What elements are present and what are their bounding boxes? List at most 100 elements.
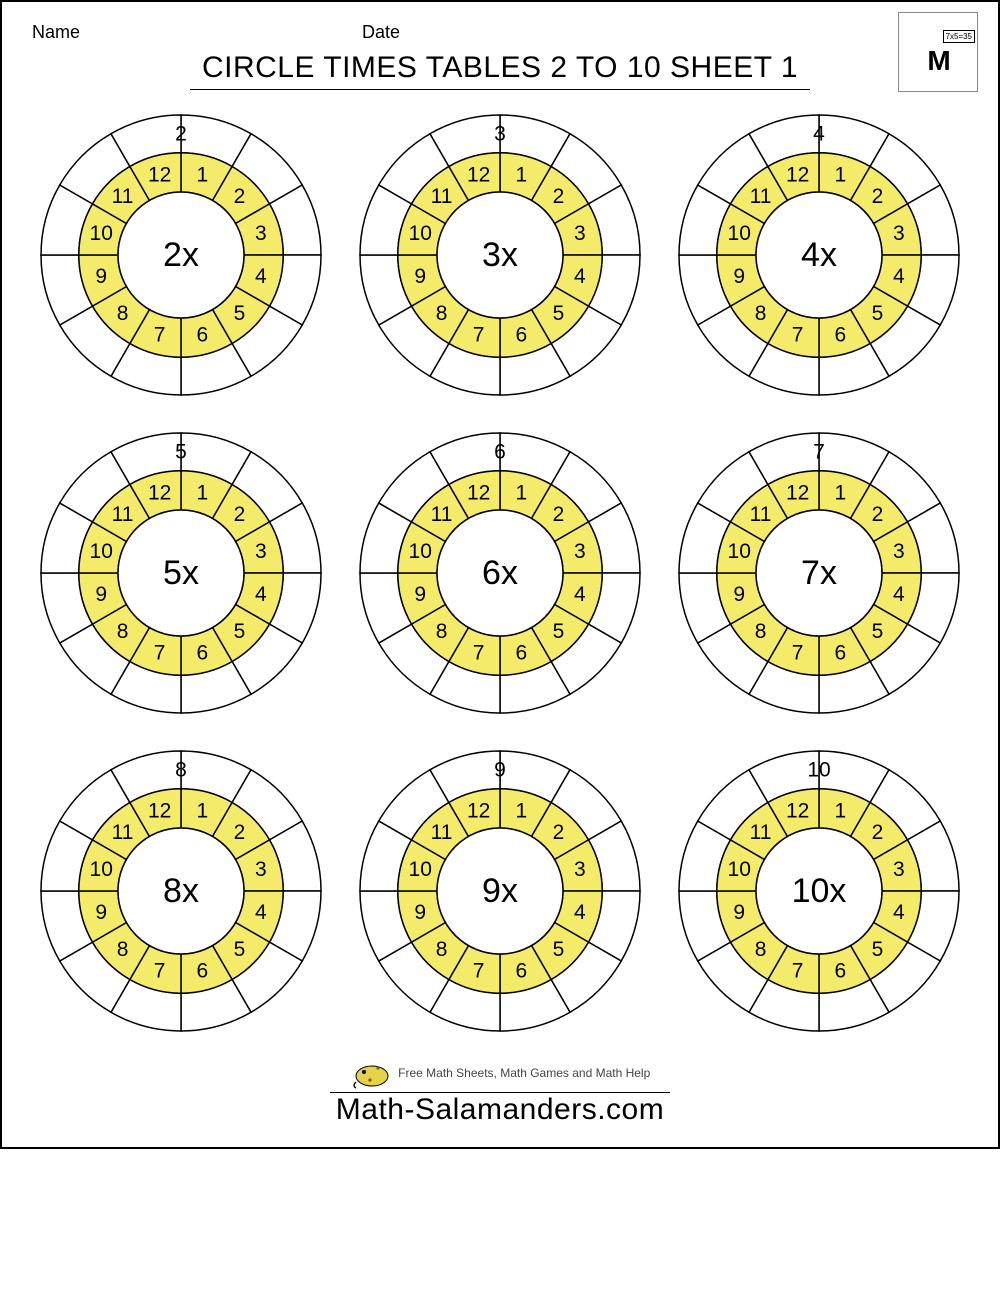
wheel-label: 7 — [154, 641, 166, 664]
wheel-label: 7 — [813, 440, 825, 463]
wheel-label: 5 — [553, 302, 565, 325]
wheel-label: 1 — [834, 482, 846, 505]
wheel-label: 12 — [467, 164, 490, 187]
name-label: Name — [32, 22, 362, 43]
wheel-label: 3 — [494, 122, 506, 145]
times-table-wheel: 12345678910111233x — [355, 110, 645, 400]
wheel-label: 10 — [409, 858, 432, 881]
wheel-label: 10 — [90, 222, 113, 245]
wheel-label: 12 — [467, 482, 490, 505]
wheel-label: 1 — [834, 800, 846, 823]
wheel-label: 11 — [112, 185, 134, 208]
wheel-center-label: 7x — [801, 554, 837, 592]
wheel-label: 1 — [834, 164, 846, 187]
wheel-label: 1 — [516, 482, 528, 505]
wheel-label: 6 — [834, 641, 846, 664]
wheel-label: 4 — [255, 583, 267, 606]
wheel-label: 6 — [197, 323, 209, 346]
wheel-label: 10 — [727, 540, 750, 563]
wheel-label: 10 — [807, 758, 830, 781]
wheel-label: 11 — [112, 821, 134, 844]
wheel-center-label: 6x — [482, 554, 518, 592]
wheel-label: 10 — [90, 858, 113, 881]
worksheet-page: Name Date 7x5=35 M CIRCLE TIMES TABLES 2… — [0, 0, 1000, 1149]
wheel-label: 6 — [834, 959, 846, 982]
wheel-grid: 12345678910111222x 12345678910111233x 12… — [32, 110, 968, 1036]
wheel-label: 12 — [786, 800, 809, 823]
wheel-center-label: 3x — [482, 236, 518, 274]
page-title: CIRCLE TIMES TABLES 2 TO 10 SHEET 1 — [190, 49, 810, 90]
wheel-label: 2 — [871, 503, 883, 526]
wheel-label: 5 — [175, 440, 187, 463]
wheel-label: 5 — [234, 620, 246, 643]
wheel-center-label: 2x — [163, 236, 199, 274]
wheel-label: 8 — [436, 938, 448, 961]
wheel-label: 3 — [893, 222, 905, 245]
wheel-label: 4 — [255, 265, 267, 288]
wheel-label: 8 — [117, 938, 129, 961]
wheel-center-label: 4x — [801, 236, 837, 274]
wheel-label: 11 — [431, 503, 453, 526]
salamander-icon — [350, 1054, 394, 1092]
wheel-label: 8 — [436, 620, 448, 643]
times-table-wheel: 12345678910111244x — [674, 110, 964, 400]
wheel-label: 7 — [791, 641, 803, 664]
wheel-label: 8 — [754, 938, 766, 961]
wheel-label: 2 — [871, 821, 883, 844]
wheel-label: 9 — [96, 265, 108, 288]
wheel-label: 6 — [494, 440, 506, 463]
wheel-label: 5 — [871, 620, 883, 643]
wheel-label: 4 — [893, 583, 905, 606]
wheel-label: 7 — [473, 641, 485, 664]
wheel-label: 3 — [574, 222, 586, 245]
wheel-label: 7 — [154, 959, 166, 982]
wheel-label: 4 — [813, 122, 825, 145]
wheel-label: 5 — [553, 938, 565, 961]
wheel-label: 9 — [96, 901, 108, 924]
wheel-label: 11 — [749, 185, 771, 208]
wheel-label: 12 — [148, 482, 171, 505]
wheel-label: 6 — [197, 641, 209, 664]
wheel-label: 3 — [574, 540, 586, 563]
times-table-wheel: 12345678910111277x — [674, 428, 964, 718]
wheel-label: 12 — [148, 800, 171, 823]
wheel-label: 6 — [197, 959, 209, 982]
wheel-label: 12 — [786, 482, 809, 505]
wheel-label: 1 — [197, 482, 209, 505]
wheel-label: 5 — [871, 938, 883, 961]
times-table-wheel: 12345678910111266x — [355, 428, 645, 718]
wheel-label: 4 — [574, 901, 586, 924]
wheel-label: 11 — [749, 821, 771, 844]
footer-brand: Math-Salamanders.com — [330, 1092, 670, 1127]
wheel-label: 4 — [574, 583, 586, 606]
wheel-label: 8 — [117, 302, 129, 325]
wheel-label: 1 — [516, 164, 528, 187]
wheel-label: 9 — [733, 583, 745, 606]
wheel-label: 12 — [148, 164, 171, 187]
wheel-label: 3 — [893, 540, 905, 563]
wheel-label: 3 — [893, 858, 905, 881]
wheel-label: 2 — [553, 503, 565, 526]
footer: Free Math Sheets, Math Games and Math He… — [32, 1054, 968, 1127]
wheel-label: 10 — [90, 540, 113, 563]
wheel-label: 7 — [154, 323, 166, 346]
wheel-label: 8 — [117, 620, 129, 643]
wheel-center-label: 8x — [163, 872, 199, 910]
wheel-label: 5 — [871, 302, 883, 325]
wheel-label: 9 — [414, 901, 426, 924]
times-table-wheel: 12345678910111288x — [36, 746, 326, 1036]
wheel-label: 2 — [234, 185, 246, 208]
wheel-label: 10 — [727, 222, 750, 245]
wheel-label: 12 — [467, 800, 490, 823]
wheel-label: 11 — [431, 821, 453, 844]
wheel-label: 9 — [414, 583, 426, 606]
wheel-label: 5 — [234, 938, 246, 961]
wheel-label: 7 — [791, 323, 803, 346]
times-table-wheel: 12345678910111299x — [355, 746, 645, 1036]
wheel-label: 10 — [727, 858, 750, 881]
wheel-label: 10 — [409, 540, 432, 563]
header-row: Name Date — [32, 22, 968, 43]
wheel-label: 6 — [834, 323, 846, 346]
footer-tagline: Free Math Sheets, Math Games and Math He… — [398, 1066, 650, 1080]
wheel-label: 11 — [112, 503, 134, 526]
